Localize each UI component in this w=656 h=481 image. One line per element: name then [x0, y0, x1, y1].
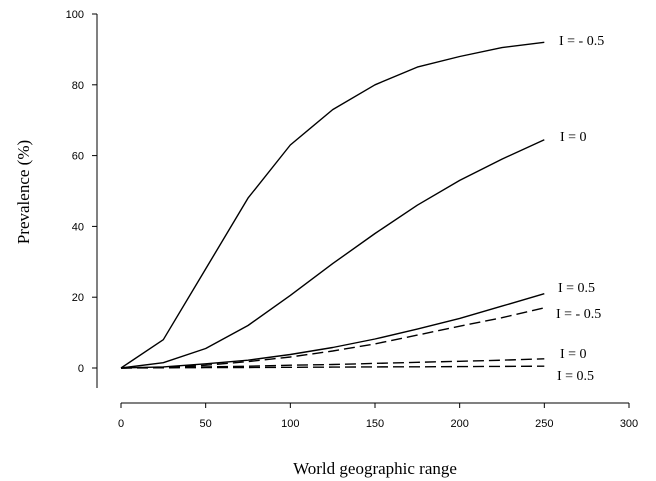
- x-tick-label: 250: [535, 418, 553, 430]
- series-label-6: I = 0.5: [557, 369, 594, 384]
- x-tick-label: 100: [281, 418, 299, 430]
- series-line-1-solid: [120, 41, 545, 369]
- y-tick-label: 0: [78, 363, 84, 375]
- x-tick-label: 150: [366, 418, 384, 430]
- x-tick-label: 0: [118, 418, 124, 430]
- chart-series: [120, 41, 545, 369]
- x-tick-label: 300: [620, 418, 638, 430]
- y-axis-title: Prevalence (%): [14, 140, 33, 244]
- series-line-3-solid: [120, 293, 545, 369]
- series-labels: I = - 0.5 I = 0 I = 0.5 I = - 0.5 I = 0 I = 0…: [556, 34, 604, 384]
- series-label-5: I = 0: [560, 347, 587, 362]
- y-tick-label: 100: [66, 9, 84, 21]
- y-tick-label: 20: [72, 292, 84, 304]
- series-label-4: I = - 0.5: [556, 307, 601, 322]
- series-label-1: I = - 0.5: [559, 34, 604, 49]
- series-line-6-dashed: [120, 365, 545, 369]
- y-tick-label: 60: [72, 151, 84, 163]
- series-line-4-dashed: [120, 307, 545, 369]
- x-tick-label: 50: [200, 418, 212, 430]
- series-label-2: I = 0: [560, 130, 587, 145]
- y-tick-label: 80: [72, 80, 84, 92]
- series-label-3: I = 0.5: [558, 281, 595, 296]
- series-line-2-solid: [120, 139, 545, 369]
- x-axis-title: World geographic range: [293, 459, 457, 478]
- y-tick-label: 40: [72, 221, 84, 233]
- x-tick-label: 200: [450, 418, 468, 430]
- chart-axes: 0 20 40 60 80 100 0 50 100 150 200 250 300: [66, 9, 639, 430]
